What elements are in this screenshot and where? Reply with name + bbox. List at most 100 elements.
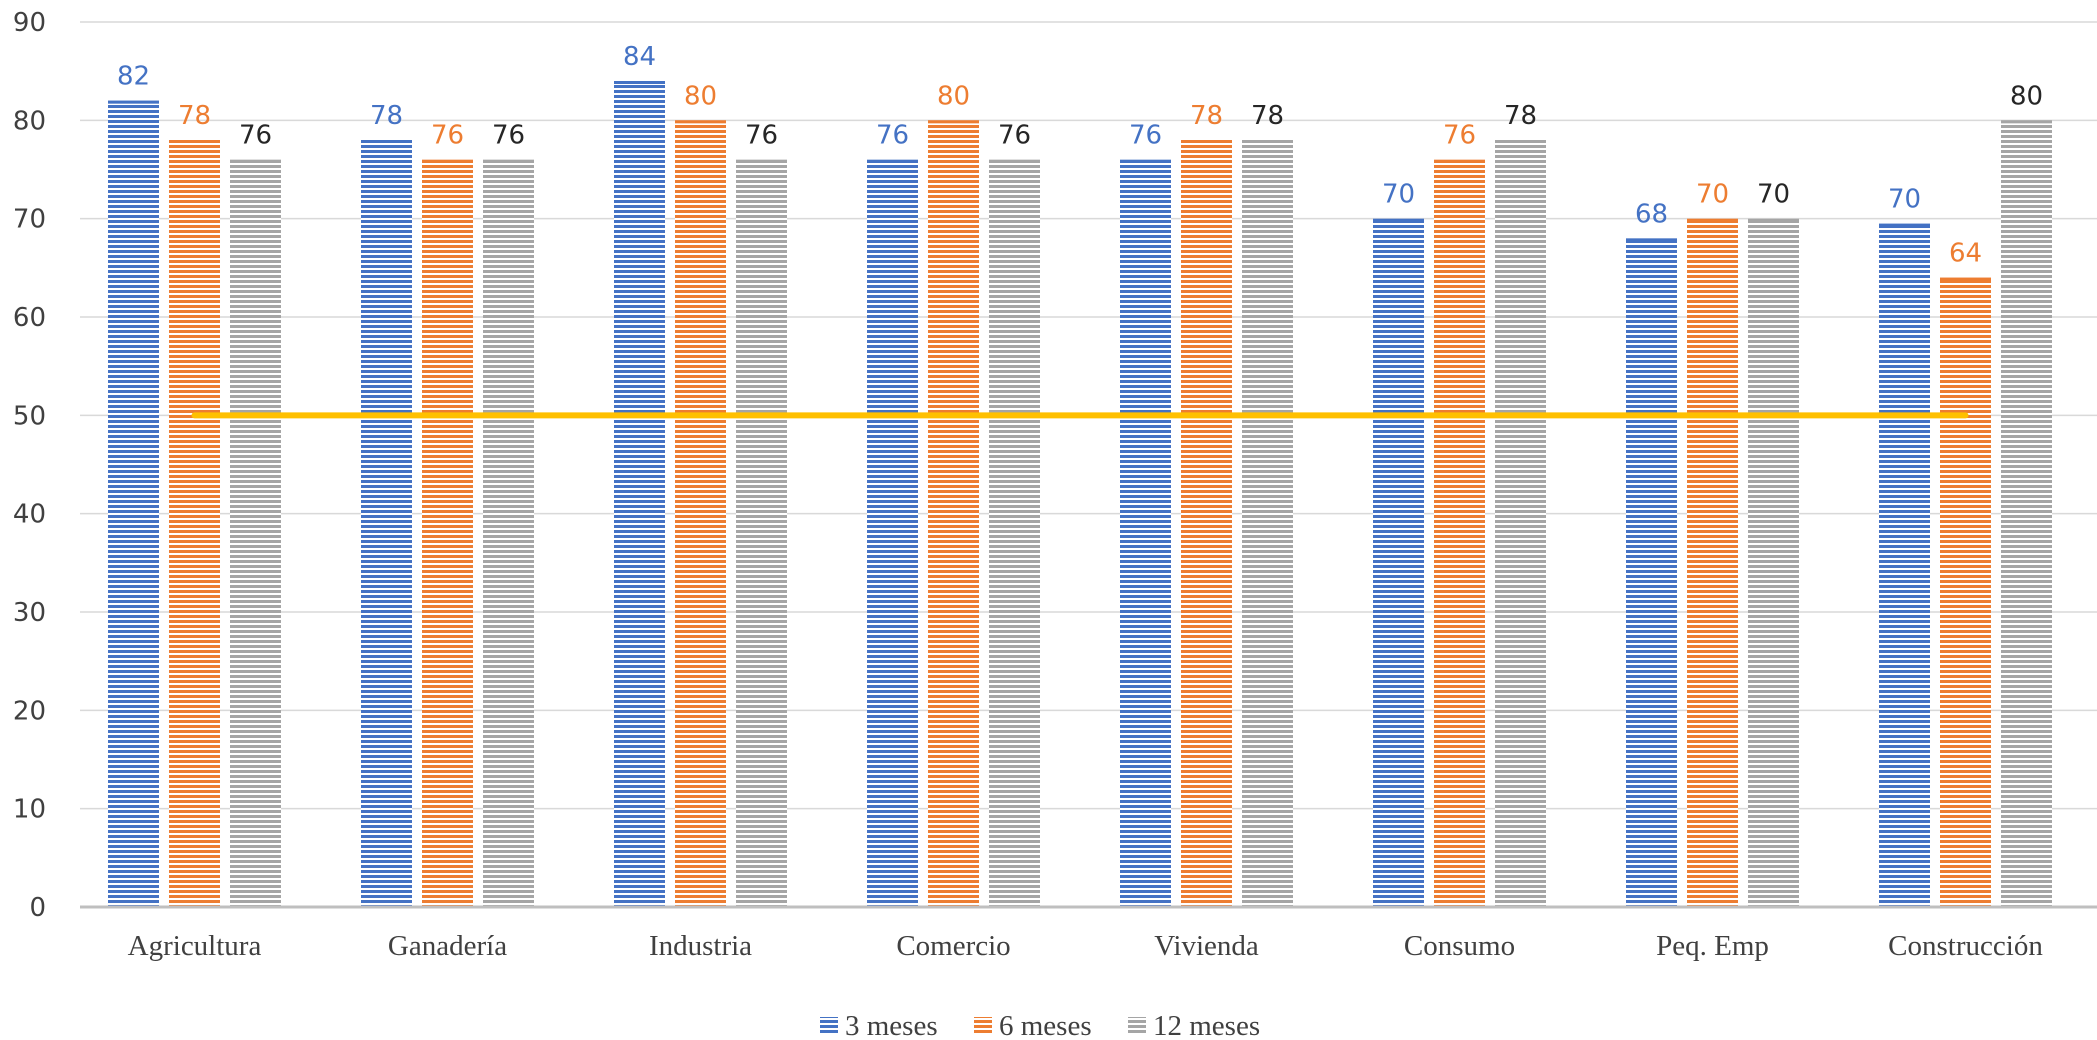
legend-swatch — [1128, 1017, 1146, 1035]
bar-cap — [1434, 159, 1485, 163]
legend-label: 3 meses — [845, 1010, 938, 1040]
data-label: 80 — [937, 81, 970, 111]
x-tick-label: Agricultura — [128, 930, 262, 962]
bar-cap — [928, 120, 979, 124]
bar-cap — [1748, 218, 1799, 222]
data-label: 78 — [1251, 101, 1284, 131]
x-axis: Agricultura Ganadería Industria Comercio Viv… — [80, 905, 2097, 962]
legend: 3 meses 6 meses 12 meses — [820, 1010, 1260, 1040]
data-label: 76 — [492, 121, 525, 151]
bar-2 — [675, 120, 726, 908]
legend-label: 6 meses — [999, 1010, 1092, 1040]
y-tick-label: 10 — [13, 795, 46, 825]
bar-1 — [1626, 238, 1677, 908]
bar-cap — [361, 140, 412, 143]
bar-cap — [867, 159, 918, 163]
y-tick-label: 60 — [13, 303, 46, 333]
bar-cap — [1940, 277, 1991, 281]
bar-cap — [675, 120, 726, 124]
bar-cap — [483, 159, 534, 163]
y-tick-label: 0 — [29, 893, 46, 923]
bar-cap — [614, 81, 665, 84]
bar-3 — [1748, 218, 1799, 907]
bar-2 — [1940, 277, 1991, 908]
bar-cap — [736, 159, 787, 163]
data-label: 80 — [684, 81, 717, 111]
bar-cap — [108, 100, 159, 104]
bar-3 — [1495, 140, 1546, 907]
bar-cap — [2001, 120, 2052, 124]
bar-cap — [422, 159, 473, 163]
y-axis: 0 10 20 30 40 50 60 70 80 90 — [13, 8, 46, 923]
bar-cap — [1120, 159, 1171, 163]
bar-1 — [1120, 159, 1171, 907]
bars — [108, 81, 2052, 908]
data-label: 70 — [1382, 180, 1415, 210]
data-label: 76 — [745, 121, 778, 151]
data-label: 70 — [1888, 185, 1921, 215]
x-tick-label: Construcción — [1888, 930, 2043, 962]
data-label: 82 — [117, 62, 150, 92]
data-label: 68 — [1635, 199, 1668, 229]
legend-label: 12 meses — [1153, 1010, 1260, 1040]
y-tick-label: 50 — [13, 401, 46, 431]
data-label: 80 — [2010, 81, 2043, 111]
x-tick-label: Industria — [649, 930, 752, 962]
bar-cap — [1687, 218, 1738, 222]
x-tick-label: Peq. Emp — [1656, 930, 1769, 962]
data-label: 78 — [1504, 101, 1537, 131]
bar-1 — [614, 81, 665, 907]
x-tick-label: Comercio — [896, 930, 1010, 962]
bar-cap — [1879, 223, 1930, 227]
bar-1 — [1373, 218, 1424, 907]
y-tick-label: 80 — [13, 106, 46, 136]
bar-3 — [1242, 140, 1293, 907]
bar-2 — [422, 159, 473, 907]
y-tick-label: 90 — [13, 8, 46, 38]
bar-2 — [1434, 159, 1485, 907]
y-tick-label: 70 — [13, 205, 46, 235]
data-label: 78 — [178, 101, 211, 131]
bar-cap — [1626, 238, 1677, 242]
data-label: 76 — [239, 121, 272, 151]
legend-swatch — [820, 1017, 838, 1035]
data-label: 78 — [370, 101, 403, 131]
bar-cap — [989, 159, 1040, 163]
bar-3 — [230, 159, 281, 907]
data-label: 76 — [998, 121, 1031, 151]
data-label: 78 — [1190, 101, 1223, 131]
data-label: 84 — [623, 42, 656, 72]
data-label: 76 — [1443, 121, 1476, 151]
bar-2 — [928, 120, 979, 908]
bar-cap — [1242, 140, 1293, 143]
data-label: 76 — [876, 121, 909, 151]
bar-3 — [989, 159, 1040, 907]
data-label: 76 — [1129, 121, 1162, 151]
bar-1 — [361, 140, 412, 907]
bar-1 — [867, 159, 918, 907]
bar-cap — [169, 140, 220, 143]
legend-swatch — [974, 1017, 992, 1035]
bar-3 — [736, 159, 787, 907]
data-label: 76 — [431, 121, 464, 151]
x-tick-label: Ganadería — [388, 930, 507, 962]
bar-1 — [1879, 223, 1930, 908]
data-labels: 82 78 76 78 76 76 84 80 76 76 80 76 76 78 78 70 76 78 68 70… — [117, 42, 2043, 269]
data-label: 64 — [1949, 239, 1982, 269]
data-label: 70 — [1757, 180, 1790, 210]
bar-cap — [230, 159, 281, 163]
y-tick-label: 30 — [13, 598, 46, 628]
data-label: 70 — [1696, 180, 1729, 210]
bar-2 — [1687, 218, 1738, 907]
bar-3 — [483, 159, 534, 907]
bar-2 — [1181, 140, 1232, 907]
y-tick-label: 40 — [13, 500, 46, 530]
bar-2 — [169, 140, 220, 907]
bar-cap — [1181, 140, 1232, 143]
x-tick-label: Vivienda — [1154, 930, 1259, 962]
bar-cap — [1495, 140, 1546, 143]
x-tick-label: Consumo — [1404, 930, 1515, 962]
bar-1 — [108, 100, 159, 907]
y-tick-label: 20 — [13, 696, 46, 726]
